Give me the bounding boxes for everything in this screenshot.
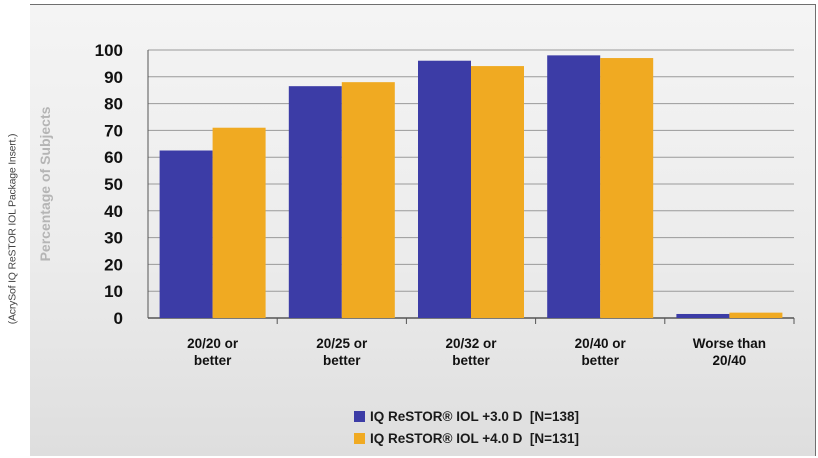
source-credit-text: (AcrySof IQ ReSTOR IOL Package Insert.) bbox=[6, 133, 19, 325]
bar-series2-cat2 bbox=[341, 82, 395, 318]
legend-item: IQ ReSTOR® IOL +4.0 D [N=131] bbox=[354, 427, 579, 449]
y-tick-label: 50 bbox=[104, 175, 123, 194]
y-tick-label: 20 bbox=[104, 255, 123, 274]
x-category-label: 20/32 or bbox=[445, 336, 497, 351]
bar-series1-cat2 bbox=[288, 86, 342, 319]
legend-label: IQ ReSTOR® IOL +4.0 D [N=131] bbox=[370, 430, 580, 446]
x-category-label: Worse than bbox=[693, 336, 766, 351]
y-tick-label: 80 bbox=[104, 95, 123, 114]
y-tick-label: 60 bbox=[104, 148, 123, 167]
y-tick-label: 40 bbox=[104, 202, 123, 221]
legend-label: IQ ReSTOR® IOL +3.0 D [N=138] bbox=[370, 408, 580, 424]
x-category-label: better bbox=[194, 353, 232, 368]
chart-legend: IQ ReSTOR® IOL +3.0 D [N=138] IQ ReSTOR® … bbox=[354, 405, 579, 449]
bar-series1-cat3 bbox=[418, 60, 471, 318]
y-tick-label: 100 bbox=[95, 41, 123, 60]
bar-series1-cat5 bbox=[676, 313, 730, 318]
bar-series2-cat4 bbox=[600, 58, 654, 318]
y-tick-label: 30 bbox=[104, 229, 123, 248]
x-category-label: 20/40 bbox=[713, 353, 747, 368]
x-category-label: better bbox=[452, 353, 490, 368]
bar-series2-cat3 bbox=[471, 66, 524, 318]
y-tick-label: 90 bbox=[104, 68, 123, 87]
source-credit: (AcrySof IQ ReSTOR IOL Package Insert.) bbox=[1, 0, 23, 458]
chart-panel: 0 10 20 30 40 50 60 70 80 90 100 Percentage of Subj… bbox=[30, 4, 816, 456]
x-category-label: 20/25 or bbox=[316, 336, 368, 351]
x-category-label: better bbox=[581, 353, 619, 368]
y-tick-label: 10 bbox=[104, 282, 123, 301]
x-category-label: 20/20 or bbox=[187, 336, 239, 351]
legend-item: IQ ReSTOR® IOL +3.0 D [N=138] bbox=[354, 405, 579, 427]
legend-swatch bbox=[354, 410, 365, 422]
x-category-label: 20/40 or bbox=[575, 336, 627, 351]
bar-chart: 0 10 20 30 40 50 60 70 80 90 100 Percentage of Subj… bbox=[37, 41, 795, 368]
y-axis-title: Percentage of Subjects bbox=[37, 106, 53, 261]
legend-swatch bbox=[354, 432, 365, 444]
bar-series1-cat4 bbox=[547, 55, 601, 319]
y-tick-label: 70 bbox=[104, 121, 123, 140]
bar-series2-cat5 bbox=[729, 312, 783, 318]
bar-series2-cat1 bbox=[212, 127, 266, 318]
bar-series1-cat1 bbox=[159, 150, 213, 318]
x-category-label: better bbox=[323, 353, 361, 368]
y-tick-label: 0 bbox=[114, 309, 123, 328]
